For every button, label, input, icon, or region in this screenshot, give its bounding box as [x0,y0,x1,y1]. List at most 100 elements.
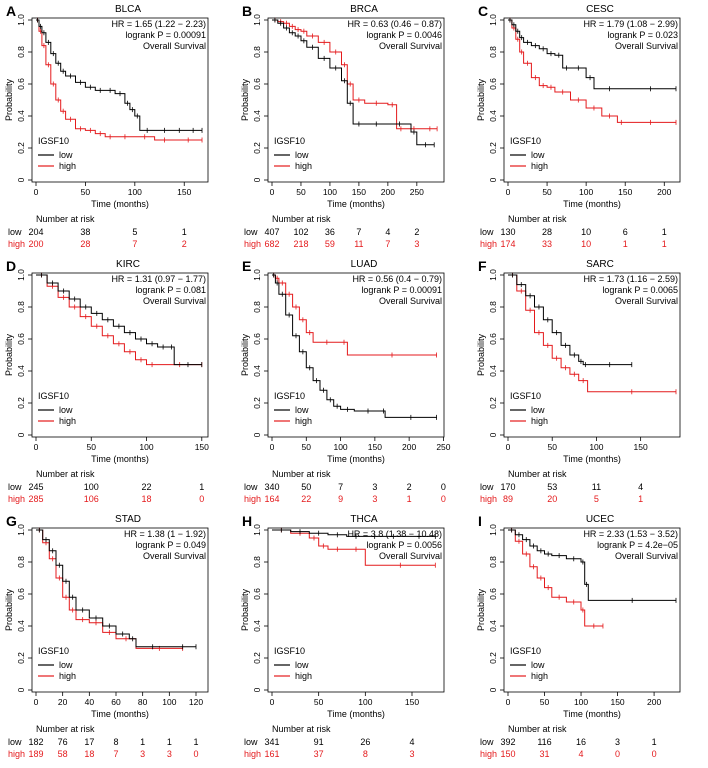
y-tick-label: 0 [252,687,262,692]
panel-c: C CESC 0 0.2 0.4 0.6 0.8 1.0 Probability 0 50 100 15… [476,3,681,249]
y-tick-label: 0.4 [16,110,26,122]
risk-count-high: 3 [414,239,419,249]
risk-count-low: 17 [84,737,94,747]
y-tick-label: 0.8 [252,301,262,313]
risk-count-low: 2 [414,227,419,237]
risk-row-label-high: high [244,494,261,504]
risk-count-low: 182 [28,737,43,747]
risk-count-high: 33 [542,239,552,249]
risk-row-label-low: low [480,737,494,747]
risk-count-high: 18 [142,494,152,504]
y-tick-label: 1.0 [252,524,262,536]
legend-label-low: low [59,150,73,160]
risk-count-high: 20 [547,494,557,504]
x-tick-label: 120 [189,697,203,707]
risk-count-low: 4 [638,482,643,492]
risk-count-low: 1 [652,737,657,747]
risk-count-low: 341 [264,737,279,747]
risk-row-label-high: high [480,239,497,249]
y-tick-label: 0.4 [488,365,498,377]
logrank-p: logrank P = 0.0065 [602,285,678,295]
y-tick-label: 0.8 [16,301,26,313]
survival-label: Overall Survival [143,41,206,51]
plot-frame [31,527,209,693]
survival-label: Overall Survival [143,296,206,306]
risk-table-title: Number at risk [272,214,331,224]
risk-count-low: 407 [264,227,279,237]
plot-frame [503,527,681,693]
x-tick-label: 200 [381,187,395,197]
legend-title: IGSF10 [510,646,541,656]
survival-curve-low [272,529,436,537]
y-tick-label: 0.8 [252,556,262,568]
hazard-ratio: HR = 2.33 (1.53 − 3.52) [583,529,678,539]
risk-table-title: Number at risk [36,724,95,734]
risk-count-low: 130 [500,227,515,237]
risk-count-low: 170 [500,482,515,492]
y-tick-label: 0.4 [252,365,262,377]
y-axis-label: Probability [4,333,14,376]
risk-row-label-high: high [8,749,25,759]
risk-row-label-low: low [8,482,22,492]
survival-label: Overall Survival [143,551,206,561]
risk-table-title: Number at risk [508,724,567,734]
x-tick-label: 200 [647,697,661,707]
x-axis-label: Time (months) [563,709,621,719]
risk-count-high: 200 [28,239,43,249]
survival-curve-high [272,19,438,130]
risk-count-low: 8 [113,737,118,747]
x-tick-label: 150 [634,442,648,452]
survival-label: Overall Survival [379,296,442,306]
hazard-ratio: HR = 1.38 (1 − 1.92) [124,529,206,539]
risk-table-title: Number at risk [508,214,567,224]
x-tick-label: 150 [195,442,209,452]
risk-table-title: Number at risk [508,469,567,479]
y-tick-label: 0 [16,687,26,692]
x-tick-label: 200 [657,187,671,197]
risk-count-high: 1 [623,239,628,249]
y-tick-label: 0 [252,432,262,437]
risk-count-high: 0 [652,749,657,759]
risk-table-title: Number at risk [272,469,331,479]
legend-label-low: low [295,150,309,160]
logrank-p: logrank P = 4.2e−05 [597,540,678,550]
risk-table-title: Number at risk [36,214,95,224]
y-axis-label: Probability [240,333,250,376]
panel-title: THCA [350,514,378,525]
legend-label-high: high [531,671,548,681]
risk-count-high: 28 [80,239,90,249]
survival-label: Overall Survival [379,551,442,561]
x-tick-label: 250 [410,187,424,197]
survival-curve-high [36,274,202,366]
legend-title: IGSF10 [510,136,541,146]
risk-row-label-low: low [244,737,258,747]
y-tick-label: 0.2 [252,652,262,664]
legend-label-low: low [295,660,309,670]
x-tick-label: 150 [368,442,382,452]
risk-count-high: 189 [28,749,43,759]
risk-count-low: 36 [325,227,335,237]
risk-count-high: 682 [264,239,279,249]
hazard-ratio: HR = 1.31 (0.97 − 1.77) [111,274,206,284]
risk-count-low: 0 [441,482,446,492]
risk-count-high: 1 [407,494,412,504]
y-tick-label: 0.6 [16,588,26,600]
x-tick-label: 0 [34,442,39,452]
x-tick-label: 100 [589,442,603,452]
x-axis-label: Time (months) [327,454,385,464]
logrank-p: logrank P = 0.0046 [366,30,442,40]
x-tick-label: 50 [314,697,324,707]
x-tick-label: 40 [85,697,95,707]
x-tick-label: 250 [436,442,450,452]
risk-count-low: 1 [193,737,198,747]
y-tick-label: 0 [252,177,262,182]
y-tick-label: 0.4 [252,110,262,122]
x-tick-label: 100 [333,442,347,452]
y-tick-label: 1.0 [488,524,498,536]
panel-letter: I [478,513,482,529]
plot-frame [503,272,681,438]
y-tick-label: 0.2 [488,652,498,664]
y-tick-label: 1.0 [488,14,498,26]
panel-letter: B [242,3,252,19]
